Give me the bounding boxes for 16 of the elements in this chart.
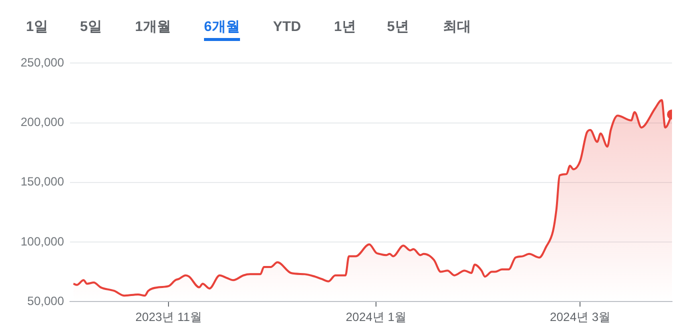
text: 5일 — [80, 18, 102, 36]
y-tick-label: 250,000 — [20, 56, 64, 70]
text: 1일 — [26, 18, 48, 36]
y-tick-label: 100,000 — [20, 234, 64, 248]
text: YTD — [273, 18, 301, 34]
text: 1개월 — [135, 18, 171, 36]
text: 5년 — [387, 18, 409, 36]
y-tick-label: 150,000 — [20, 174, 64, 189]
y-tick-label: 50,000 — [27, 294, 64, 308]
text: 최대 — [443, 18, 471, 36]
text: 1년 — [334, 18, 356, 36]
y-tick-label: 200,000 — [20, 115, 64, 130]
x-tick-label: 2024년 3월 — [550, 310, 611, 324]
text: 6개월 — [204, 18, 240, 41]
x-tick-label: 2024년 1월 — [346, 310, 406, 324]
x-tick-label: 2023년 11월 — [135, 310, 202, 324]
